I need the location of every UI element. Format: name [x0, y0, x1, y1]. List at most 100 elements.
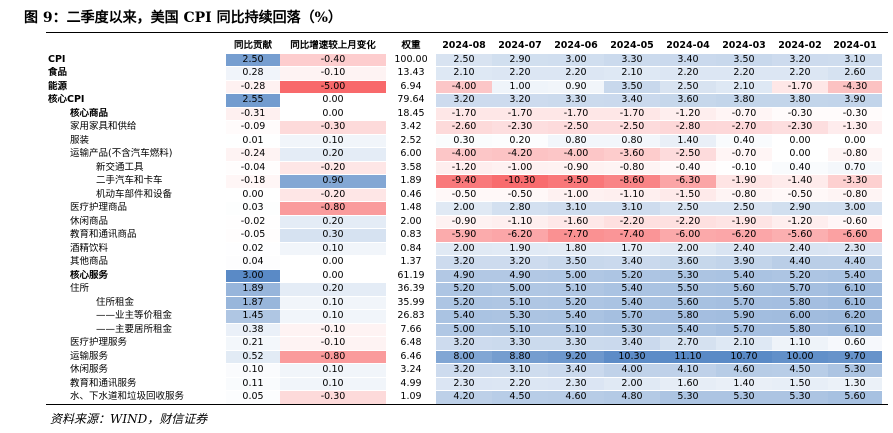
yoy-cell: 3.10 — [492, 363, 548, 378]
yoy-cell: 1.40 — [716, 377, 772, 391]
weight-cell: 2.00 — [386, 215, 436, 229]
yoy-cell: -0.70 — [716, 147, 772, 162]
table-row: 酒精饮料 0.02 0.10 0.84 2.00 1.90 1.80 1.70 2.00 2.40… — [48, 242, 882, 256]
yoy-cell: 2.70 — [660, 336, 716, 351]
table-row: CPI 2.50 -0.40 100.00 2.50 2.90 3.00 3.30 3.40 3.… — [48, 53, 882, 67]
row-label: 休闲商品 — [48, 215, 226, 229]
yoy-cell: 5.70 — [716, 296, 772, 310]
table-row: 服装 0.01 0.10 2.52 0.30 0.20 0.80 0.80 1.40 0.40 0.… — [48, 134, 882, 148]
row-label: 水、下水道和垃圾回收服务 — [48, 390, 226, 405]
yoy-cell: 3.20 — [772, 53, 828, 67]
contribution-cell: 0.52 — [226, 350, 280, 364]
row-label: 机动车部件和设备 — [48, 188, 226, 202]
row-label: 医疗护理服务 — [48, 336, 226, 351]
yoy-cell: 5.70 — [604, 309, 660, 324]
contribution-cell: 1.45 — [226, 309, 280, 324]
yoy-cell: 2.20 — [492, 377, 548, 391]
header-row: 同比贡献 同比增速较上月变化 权重 2024-08 2024-07 2024-06 2024… — [48, 40, 882, 54]
yoy-cell: -3.60 — [604, 147, 660, 162]
yoy-cell: 9.70 — [828, 350, 882, 364]
yoy-cell: -1.00 — [548, 188, 604, 202]
yoy-cell: 3.00 — [828, 201, 882, 216]
yoy-cell: -3.30 — [828, 174, 882, 189]
contribution-cell: 0.38 — [226, 323, 280, 337]
weight-cell: 13.43 — [386, 66, 436, 81]
contribution-cell: -0.04 — [226, 161, 280, 175]
contribution-cell: 0.05 — [226, 390, 280, 405]
yoy-cell: 3.20 — [436, 336, 492, 351]
change-cell: -0.30 — [280, 390, 386, 405]
yoy-cell: 1.40 — [660, 134, 716, 148]
yoy-cell: 2.00 — [604, 377, 660, 391]
contribution-cell: 2.55 — [226, 93, 280, 108]
header-cell: 2024-04 — [660, 40, 716, 54]
yoy-cell: -0.90 — [436, 215, 492, 229]
change-cell: 0.00 — [280, 107, 386, 121]
yoy-cell: 4.90 — [436, 269, 492, 283]
yoy-cell: 3.50 — [604, 80, 660, 94]
yoy-cell: 0.00 — [828, 134, 882, 148]
row-label: 住所租金 — [48, 296, 226, 310]
weight-cell: 7.66 — [386, 323, 436, 337]
yoy-cell: 6.20 — [828, 309, 882, 324]
yoy-cell: 2.40 — [716, 242, 772, 256]
yoy-cell: 5.00 — [492, 282, 548, 297]
yoy-cell: 2.10 — [436, 66, 492, 81]
change-cell: -0.10 — [280, 66, 386, 81]
yoy-cell: -1.30 — [828, 120, 882, 135]
table-row: 二手汽车和卡车 -0.18 0.90 1.89 -9.40 -10.30 -9.50 -8.6… — [48, 174, 882, 189]
yoy-cell: 5.40 — [604, 296, 660, 310]
table-row: 运输服务 0.52 -0.80 6.46 8.00 8.80 9.20 10.30 11.10 1… — [48, 350, 882, 364]
yoy-cell: 0.40 — [772, 161, 828, 175]
yoy-cell: 5.10 — [548, 323, 604, 337]
yoy-cell: -1.20 — [772, 215, 828, 229]
row-label: 能源 — [48, 80, 226, 94]
weight-cell: 18.45 — [386, 107, 436, 121]
contribution-cell: 1.89 — [226, 282, 280, 297]
yoy-cell: 5.70 — [716, 323, 772, 337]
yoy-cell: -1.70 — [604, 107, 660, 121]
header-cell: 2024-02 — [772, 40, 828, 54]
yoy-cell: 0.20 — [492, 134, 548, 148]
change-cell: 0.00 — [280, 269, 386, 283]
change-cell: -0.10 — [280, 323, 386, 337]
table-row: 水、下水道和垃圾回收服务 0.05 -0.30 1.09 4.20 4.50 4.60 4.8… — [48, 390, 882, 405]
yoy-cell: 3.40 — [548, 363, 604, 378]
yoy-cell: 5.30 — [772, 390, 828, 405]
yoy-cell: 5.30 — [828, 363, 882, 378]
row-label: 服装 — [48, 134, 226, 148]
yoy-cell: -2.50 — [660, 147, 716, 162]
yoy-cell: 3.40 — [604, 255, 660, 270]
change-cell: 0.90 — [280, 174, 386, 189]
yoy-cell: -1.20 — [436, 161, 492, 175]
contribution-cell: -0.24 — [226, 147, 280, 162]
header-cell: 2024-05 — [604, 40, 660, 54]
yoy-cell: 0.00 — [772, 147, 828, 162]
row-label: CPI — [48, 53, 226, 67]
yoy-cell: 5.00 — [436, 323, 492, 337]
yoy-cell: -1.00 — [492, 161, 548, 175]
header-cell: 权重 — [386, 40, 436, 54]
row-label: 新交通工具 — [48, 161, 226, 175]
contribution-cell: 1.87 — [226, 296, 280, 310]
yoy-cell: 2.50 — [660, 80, 716, 94]
yoy-cell: -4.00 — [548, 147, 604, 162]
yoy-cell: -4.30 — [828, 80, 882, 94]
table-row: 住所租金 1.87 0.10 35.99 5.20 5.10 5.20 5.40 5.60 5.7… — [48, 296, 882, 310]
yoy-cell: 9.20 — [548, 350, 604, 364]
row-label: 运输服务 — [48, 350, 226, 364]
yoy-cell: 5.30 — [660, 390, 716, 405]
yoy-cell: 3.20 — [436, 255, 492, 270]
yoy-cell: 3.10 — [828, 53, 882, 67]
yoy-cell: -4.00 — [436, 80, 492, 94]
yoy-cell: 2.10 — [716, 80, 772, 94]
yoy-cell: -1.10 — [492, 215, 548, 229]
yoy-cell: -2.60 — [436, 120, 492, 135]
yoy-cell: 3.90 — [828, 93, 882, 108]
weight-cell: 4.99 — [386, 377, 436, 391]
weight-cell: 0.84 — [386, 242, 436, 256]
yoy-cell: 8.00 — [436, 350, 492, 364]
yoy-cell: 0.00 — [772, 134, 828, 148]
yoy-cell: 5.40 — [604, 282, 660, 297]
yoy-cell: 2.30 — [548, 377, 604, 391]
